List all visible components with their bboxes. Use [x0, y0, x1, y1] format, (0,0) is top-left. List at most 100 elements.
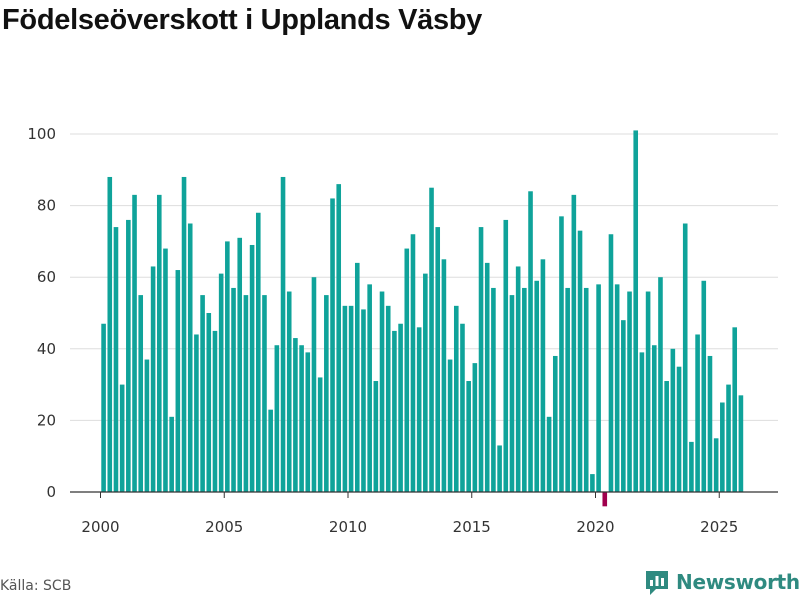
bar	[385, 305, 391, 492]
bar	[175, 270, 181, 492]
bar	[249, 244, 255, 492]
bar	[163, 248, 168, 492]
bar	[132, 194, 137, 493]
bar	[466, 381, 471, 492]
bar	[726, 384, 731, 492]
y-tick-label: 20	[37, 411, 56, 429]
bar	[373, 381, 379, 492]
x-tick-label: 2015	[453, 518, 491, 536]
y-tick-label: 60	[37, 268, 56, 286]
bar	[274, 345, 280, 492]
bar	[330, 198, 335, 492]
bar	[701, 280, 707, 492]
bar	[497, 445, 502, 492]
bar	[101, 323, 106, 492]
bar	[361, 309, 366, 492]
bar	[194, 334, 199, 492]
bar	[503, 219, 509, 493]
source-label: Källa: SCB	[0, 578, 72, 594]
newsworthy-logo-icon	[646, 571, 668, 595]
bar	[720, 402, 725, 492]
bar	[156, 194, 162, 493]
x-tick-label: 2020	[576, 518, 614, 536]
bar	[608, 234, 614, 493]
bar	[645, 291, 651, 492]
bar	[342, 305, 348, 492]
bar	[187, 223, 193, 492]
axes: 0 20 40 60 80 100 2000 2005 2010 2015 2020 2025	[27, 125, 778, 536]
newsworthy-brand: Newsworthy	[644, 568, 800, 596]
x-tick-label: 2005	[205, 518, 243, 536]
bar	[336, 184, 342, 492]
bar	[144, 359, 150, 492]
bar	[707, 355, 713, 492]
bar	[206, 313, 212, 492]
bar	[447, 359, 453, 492]
brand-name: Newsworthy	[676, 570, 800, 594]
bar	[435, 227, 441, 492]
bar	[392, 330, 397, 492]
bar	[565, 287, 570, 492]
bar	[225, 241, 230, 492]
bar	[317, 377, 323, 492]
bar	[416, 327, 422, 492]
bar	[528, 191, 533, 492]
bar	[150, 266, 156, 492]
bar	[348, 305, 354, 492]
bar	[658, 277, 663, 492]
bar	[583, 287, 589, 492]
bar	[614, 284, 620, 492]
bar	[515, 266, 521, 492]
bar	[367, 284, 372, 492]
bar	[676, 366, 682, 492]
bar	[231, 287, 236, 492]
bar	[113, 227, 119, 492]
bar	[441, 259, 447, 492]
bar	[324, 295, 329, 492]
bar	[299, 345, 304, 492]
bar	[423, 273, 428, 492]
bar	[682, 223, 688, 492]
y-tick-label: 100	[27, 125, 56, 143]
bar	[522, 287, 527, 492]
bar	[627, 291, 632, 492]
bar	[280, 176, 286, 492]
bar	[305, 352, 311, 492]
bar	[689, 441, 694, 492]
bar	[429, 187, 434, 492]
bar	[398, 323, 403, 492]
bar	[472, 363, 478, 492]
bar	[670, 348, 676, 492]
bar	[540, 259, 546, 492]
bar	[354, 262, 360, 492]
bar	[546, 416, 552, 492]
bar	[286, 291, 292, 492]
bar	[639, 352, 645, 492]
bar	[107, 176, 113, 492]
bar	[633, 130, 639, 493]
bar	[695, 334, 700, 492]
bar	[460, 323, 465, 492]
x-tick-label: 2000	[81, 518, 119, 536]
bar	[552, 355, 558, 492]
bar	[621, 320, 626, 492]
bar	[577, 230, 583, 492]
bar	[237, 237, 243, 492]
bar	[255, 212, 261, 492]
bar	[243, 295, 249, 492]
bar	[559, 216, 564, 492]
x-tick-label: 2010	[329, 518, 367, 536]
bar	[293, 338, 298, 492]
bar	[311, 277, 317, 492]
y-tick-label: 0	[46, 483, 56, 501]
bar	[596, 284, 601, 492]
bar	[138, 295, 144, 492]
bar	[478, 227, 484, 492]
bar	[484, 262, 490, 492]
bar	[713, 438, 719, 492]
bar	[651, 345, 657, 492]
bar	[126, 219, 131, 493]
bar	[379, 291, 385, 492]
bar	[262, 295, 267, 492]
